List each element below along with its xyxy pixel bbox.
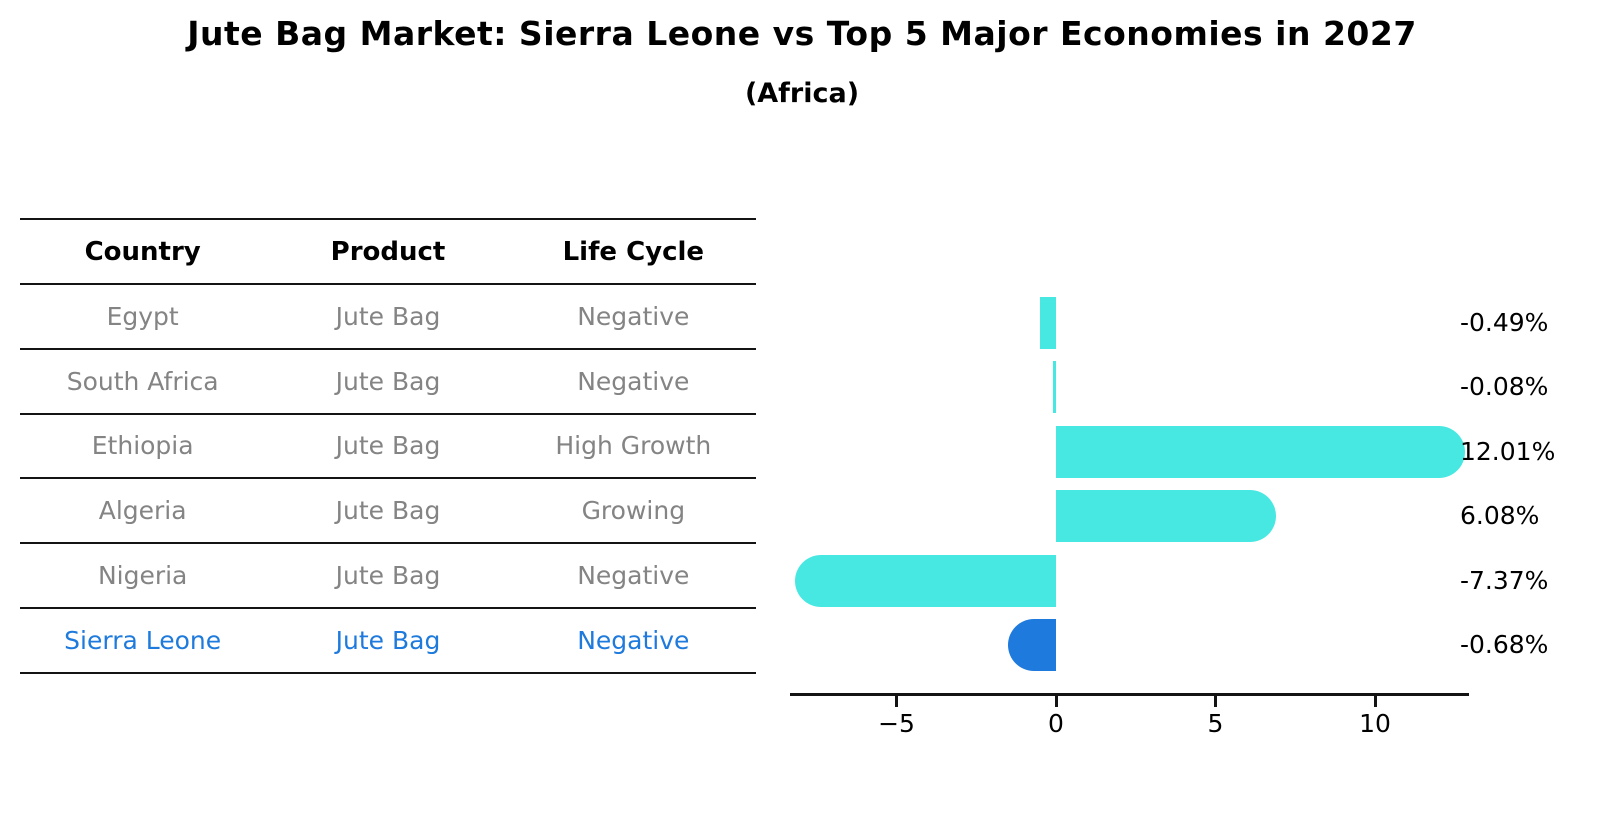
cell-product: Jute Bag xyxy=(335,366,441,396)
chart-subtitle: (Africa) xyxy=(744,78,860,109)
cell-country: Ethiopia xyxy=(91,431,194,461)
table-row: Algeria Jute Bag Growing xyxy=(20,478,756,544)
cell-product: Jute Bag xyxy=(335,431,441,461)
table-row: South Africa Jute Bag Negative xyxy=(20,349,756,414)
header-cell-country: Country xyxy=(84,236,201,267)
cell-country: South Africa xyxy=(66,366,219,396)
cell-product: Jute Bag xyxy=(335,301,441,331)
comparison-table: Country Product Life Cycle Egypt Jute Ba… xyxy=(20,218,756,674)
table-header-row: Country Product Life Cycle xyxy=(20,219,756,284)
x-axis-tick xyxy=(1054,696,1058,707)
cell-life-cycle: Negative xyxy=(577,625,690,655)
x-axis-tick-label: 10 xyxy=(1359,709,1391,738)
table-row: Ethiopia Jute Bag High Growth xyxy=(20,414,756,479)
cell-country: Sierra Leone xyxy=(64,625,222,655)
chart-title: Jute Bag Market: Sierra Leone vs Top 5 M… xyxy=(187,14,1417,53)
cell-product: Jute Bag xyxy=(335,625,441,655)
cell-life-cycle: Negative xyxy=(577,561,690,591)
value-label-nigeria: -7.37% xyxy=(1460,565,1549,595)
cell-product: Jute Bag xyxy=(335,561,441,591)
header-cell-life-cycle: Life Cycle xyxy=(562,236,705,267)
x-axis-line xyxy=(790,693,1469,696)
cell-country: Algeria xyxy=(98,496,187,526)
x-axis-tick-label: 0 xyxy=(1048,709,1064,738)
table-row: Sierra Leone Jute Bag Negative xyxy=(20,608,756,673)
x-axis-tick xyxy=(1214,696,1217,707)
bar-algeria xyxy=(1056,490,1276,543)
bar-egypt xyxy=(1040,297,1056,349)
value-label-ethiopia: 12.01% xyxy=(1460,436,1556,466)
cell-life-cycle: Growing xyxy=(581,496,686,526)
value-label-south-africa: -0.08% xyxy=(1460,372,1549,402)
x-axis-tick-label: 5 xyxy=(1207,709,1224,738)
x-axis-tick xyxy=(895,696,898,707)
cell-country: Nigeria xyxy=(97,561,188,591)
x-axis-tick xyxy=(1373,696,1377,707)
header-cell-product: Product xyxy=(330,236,446,267)
cell-product: Jute Bag xyxy=(335,496,441,526)
x-axis-tick-label: −5 xyxy=(878,709,915,738)
value-label-sierra-leone: -0.68% xyxy=(1460,630,1549,659)
cell-life-cycle: High Growth xyxy=(555,431,712,461)
bar-south-africa xyxy=(1053,361,1056,414)
cell-life-cycle: Negative xyxy=(577,301,690,331)
table-row: Nigeria Jute Bag Negative xyxy=(20,543,756,608)
value-label-algeria: 6.08% xyxy=(1460,501,1540,531)
bar-sierra-leone xyxy=(1008,619,1056,671)
table-row: Egypt Jute Bag Negative xyxy=(20,284,756,349)
bar-nigeria xyxy=(794,554,1056,607)
value-label-egypt: -0.49% xyxy=(1460,308,1549,337)
cell-life-cycle: Negative xyxy=(577,366,690,396)
cell-country: Egypt xyxy=(106,301,179,331)
bar-ethiopia xyxy=(1056,425,1466,478)
